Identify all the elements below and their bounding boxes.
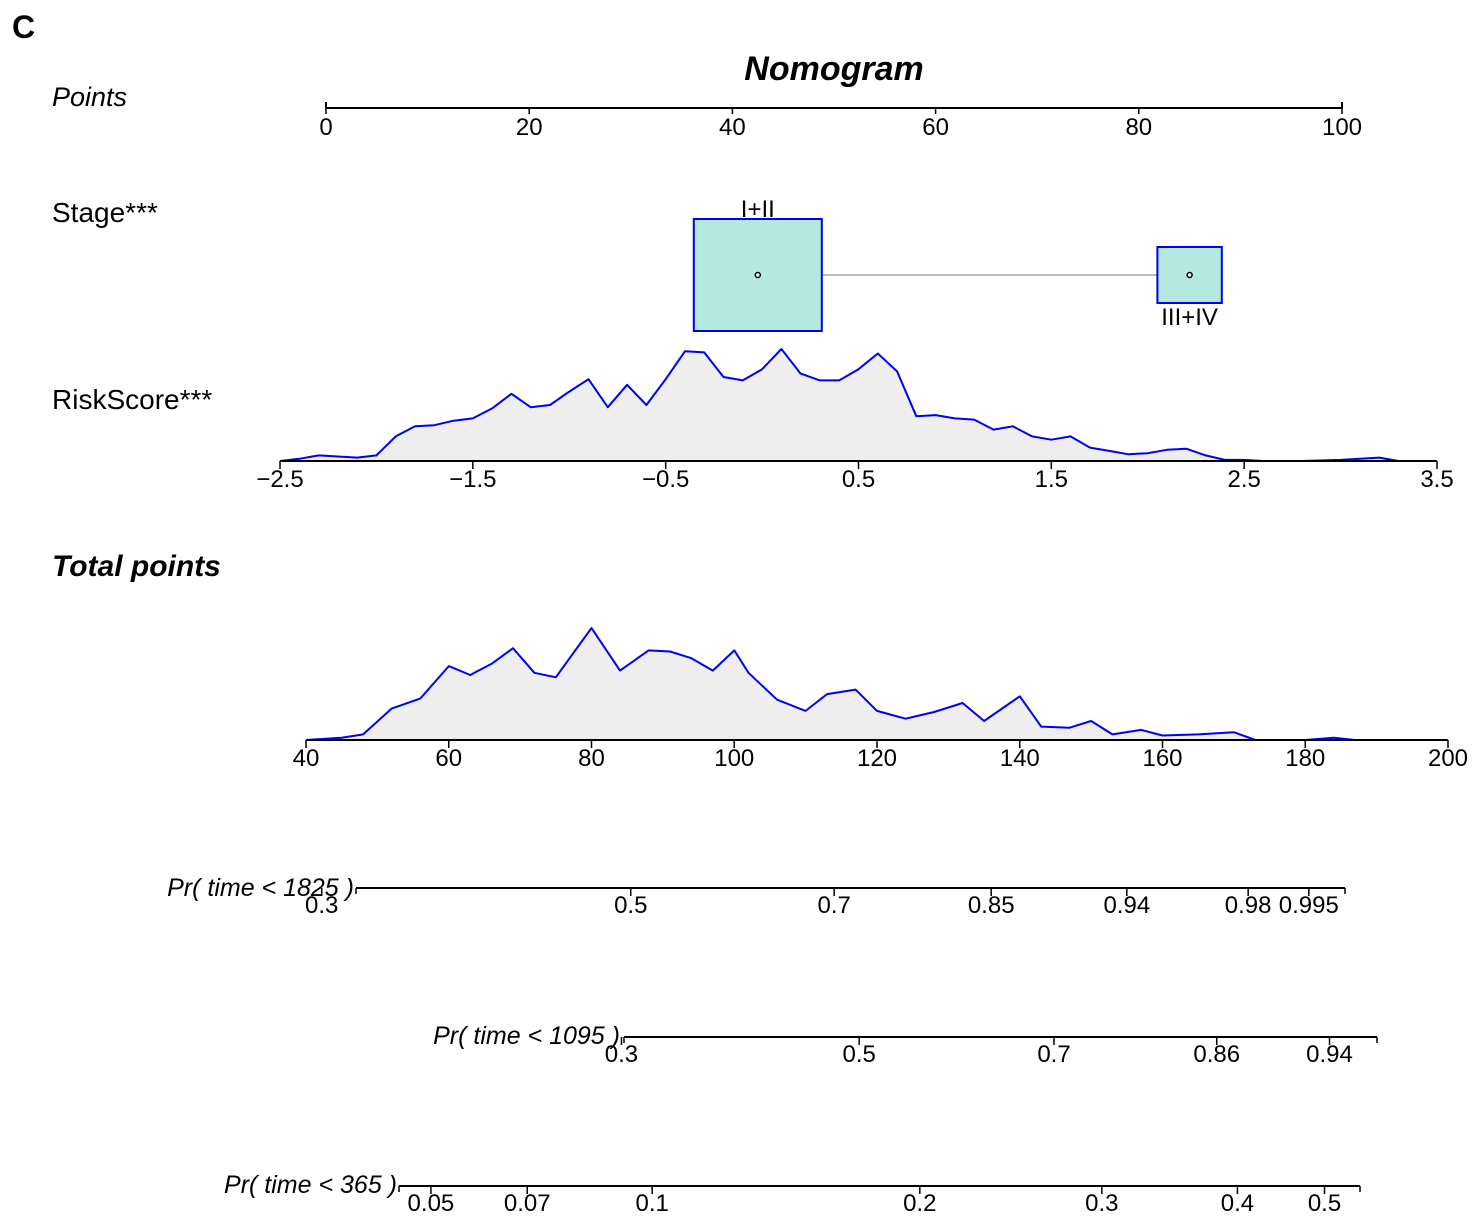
riskscore-axis-tick-label: 3.5 — [1420, 466, 1453, 493]
pr1095-axis-tick-label: 0.86 — [1193, 1041, 1240, 1068]
riskscore-axis-tick-label: −0.5 — [642, 466, 689, 493]
total-points-axis-tick-label: 180 — [1285, 745, 1325, 772]
total-points-axis-tick-label: 100 — [714, 745, 754, 772]
total-points-density-line — [305, 627, 1370, 741]
pr365-row-label: Pr( time < 365 ) — [224, 1171, 397, 1199]
pr1095-axis-tick-label: 0.3 — [605, 1041, 638, 1068]
pr365-axis-tick-label: 0.05 — [408, 1190, 455, 1217]
total-points-density-fill — [306, 628, 1370, 740]
pr1095-axis-tick-label: 0.7 — [1037, 1041, 1070, 1068]
points-axis-tick-label: 0 — [319, 114, 332, 141]
panel-label: C — [12, 9, 35, 45]
riskscore-axis-tick-label: 1.5 — [1035, 466, 1068, 493]
total-points-axis-tick-label: 40 — [293, 745, 320, 772]
points-row-label: Points — [52, 82, 127, 112]
riskscore-row-label: RiskScore*** — [52, 384, 212, 415]
pr1825-axis-tick-label: 0.85 — [968, 892, 1015, 919]
pr1825-row-label: Pr( time < 1825 ) — [167, 874, 354, 902]
points-axis-tick-label: 100 — [1322, 114, 1362, 141]
riskscore-density-line — [279, 348, 1437, 462]
pr365-axis-tick-label: 0.4 — [1221, 1190, 1254, 1217]
riskscore-axis-tick-label: −1.5 — [449, 466, 496, 493]
pr1095-axis-tick-label: 0.94 — [1306, 1041, 1353, 1068]
total-points-axis-tick-label: 60 — [435, 745, 462, 772]
pr1095-row-label: Pr( time < 1095 ) — [433, 1022, 620, 1050]
points-axis-tick-label: 80 — [1125, 114, 1152, 141]
stage-point-marker — [754, 271, 762, 279]
stage-point-marker — [1186, 271, 1193, 279]
pr1825-axis-tick-label: 0.98 — [1225, 892, 1272, 919]
pr1825-axis-tick-label: 0.7 — [817, 892, 850, 919]
riskscore-axis-tick-label: 0.5 — [842, 466, 875, 493]
points-axis-tick-label: 40 — [719, 114, 746, 141]
pr1825-axis-tick-label: 0.995 — [1279, 892, 1339, 919]
riskscore-axis-tick-label: 2.5 — [1227, 466, 1260, 493]
pr1825-axis-tick-label: 0.3 — [305, 892, 338, 919]
points-axis-tick-label: 20 — [516, 114, 543, 141]
pr365-axis-tick-label: 0.2 — [903, 1190, 936, 1217]
pr365-axis-tick-label: 0.3 — [1085, 1190, 1118, 1217]
total-points-axis-tick-label: 200 — [1428, 745, 1468, 772]
chart-title: Nomogram — [744, 50, 923, 88]
pr1825-axis-tick-label: 0.5 — [614, 892, 647, 919]
total-points-axis-tick-label: 80 — [578, 745, 605, 772]
pr365-axis-tick-label: 0.5 — [1308, 1190, 1341, 1217]
points-axis-tick-label: 60 — [922, 114, 949, 141]
pr1095-axis-tick-label: 0.5 — [842, 1041, 875, 1068]
pr1825-axis-tick-label: 0.94 — [1103, 892, 1150, 919]
riskscore-density-fill — [280, 349, 1437, 461]
stage-level-label: III+IV — [1161, 304, 1218, 331]
pr365-axis-tick-label: 0.07 — [504, 1190, 551, 1217]
stage-level-label: I+II — [741, 196, 775, 223]
riskscore-axis-tick-label: −2.5 — [256, 466, 303, 493]
total-points-row-label: Total points — [52, 550, 221, 583]
total-points-axis-tick-label: 120 — [857, 745, 897, 772]
total-points-axis-tick-label: 140 — [1000, 745, 1040, 772]
total-points-axis-tick-label: 160 — [1142, 745, 1182, 772]
pr365-axis-tick-label: 0.1 — [635, 1190, 668, 1217]
stage-row-label: Stage*** — [52, 197, 158, 228]
